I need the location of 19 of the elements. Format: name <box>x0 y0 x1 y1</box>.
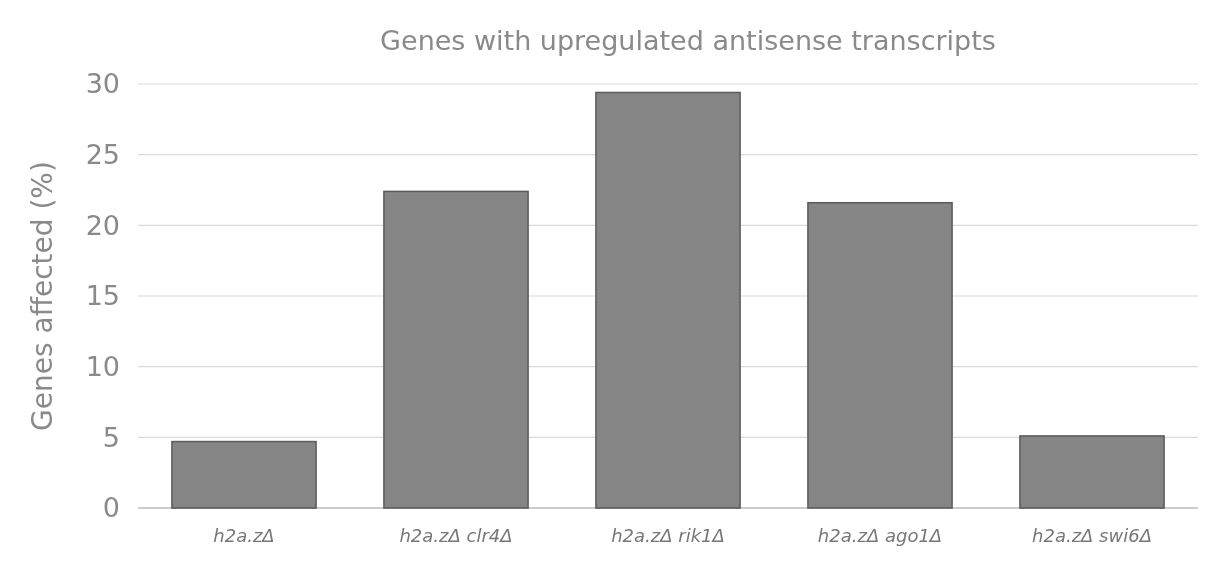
y-tick-label: 0 <box>102 492 120 524</box>
y-tick-label: 30 <box>85 68 120 100</box>
x-tick-label: h2a.zΔ clr4Δ <box>399 525 513 546</box>
x-tick-label: h2a.zΔ rik1Δ <box>611 525 725 546</box>
y-tick-label: 5 <box>102 421 120 453</box>
x-tick-label: h2a.zΔ <box>213 525 275 546</box>
y-tick-label: 10 <box>85 351 120 383</box>
y-tick-label: 15 <box>85 280 120 312</box>
bar <box>595 91 741 509</box>
chart-title: Genes with upregulated antisense transcripts <box>380 25 996 56</box>
y-tick-label: 25 <box>85 139 120 171</box>
x-tick-label: h2a.zΔ swi6Δ <box>1032 525 1152 546</box>
x-tick-label: h2a.zΔ ago1Δ <box>817 525 943 546</box>
bar <box>383 190 529 509</box>
bar <box>1019 435 1165 509</box>
bar <box>807 201 953 509</box>
y-tick-label: 20 <box>85 209 120 241</box>
bar <box>171 440 317 509</box>
y-axis-title: Genes affected (%) <box>26 161 59 431</box>
